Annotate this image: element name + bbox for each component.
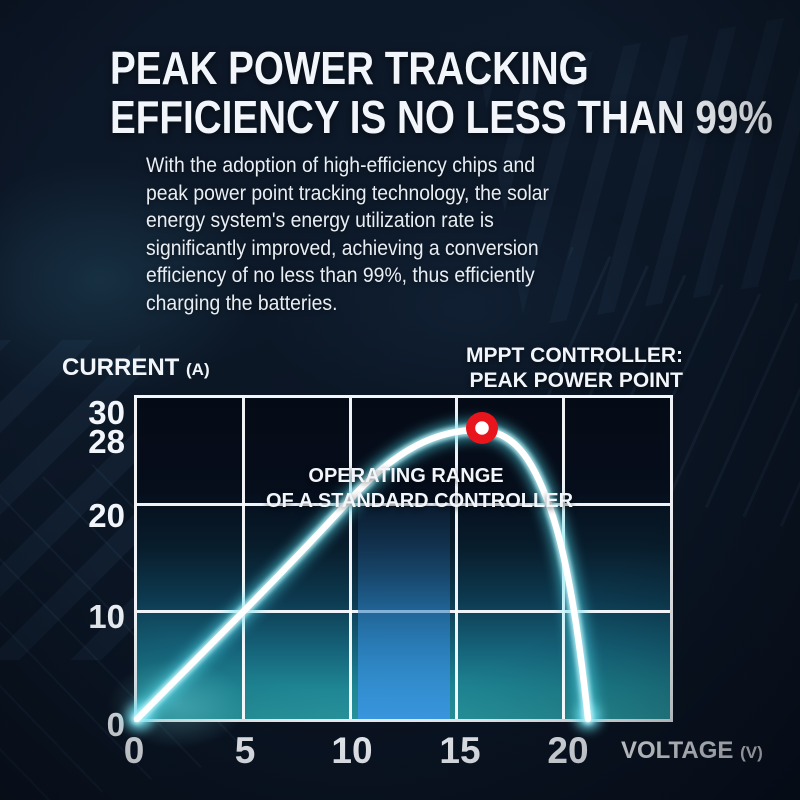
title-line-1: PEAK POWER TRACKING	[110, 42, 589, 94]
x-tick-10: 10	[331, 730, 373, 771]
mppt-annotation: MPPT CONTROLLER: PEAK POWER POINT	[466, 343, 683, 393]
x-tick-15: 15	[439, 730, 481, 771]
y-axis-label: CURRENT	[62, 354, 180, 381]
description-line: With the adoption of high-efficiency chi…	[146, 153, 536, 177]
y-tick-28: 28	[88, 423, 125, 460]
x-axis-unit: (V)	[740, 743, 763, 762]
x-axis-title: VOLTAGE (V)	[621, 737, 763, 765]
title-line-2: EFFICIENCY IS NO LESS THAN 99%	[110, 91, 773, 143]
x-tick-20: 20	[547, 730, 589, 771]
y-tick-10: 10	[88, 598, 125, 635]
operating-range-line-2: OF A STANDARD CONTROLLER	[266, 490, 574, 512]
page-title: PEAK POWER TRACKING EFFICIENCY IS NO LES…	[110, 44, 773, 142]
description-line: energy system's energy utilization rate …	[146, 208, 494, 233]
description-line: charging the batteries.	[146, 290, 338, 315]
iv-curve-chart: OPERATING RANGE OF A STANDARD CONTROLLER	[107, 395, 673, 749]
description-line: peak power point tracking technology, th…	[146, 180, 550, 205]
description-line: significantly improved, achieving a conv…	[146, 235, 539, 260]
x-axis-label: VOLTAGE	[621, 737, 734, 764]
operating-range-label: OPERATING RANGE OF A STANDARD CONTROLLER	[266, 464, 574, 514]
y-axis-title: CURRENT (A)	[62, 354, 210, 382]
power-curve-svg	[127, 412, 599, 729]
y-tick-20: 20	[88, 497, 125, 534]
y-axis-unit: (A)	[186, 360, 210, 379]
mppt-annotation-line-2: PEAK POWER POINT	[469, 369, 683, 392]
description-paragraph: With the adoption of high-efficiency chi…	[146, 152, 549, 318]
description-line: efficiency of no less than 99%, thus eff…	[146, 263, 535, 288]
operating-range-line-1: OPERATING RANGE	[308, 465, 504, 487]
peak-point-marker-center	[475, 421, 489, 435]
mppt-annotation-line-1: MPPT CONTROLLER:	[466, 344, 683, 367]
